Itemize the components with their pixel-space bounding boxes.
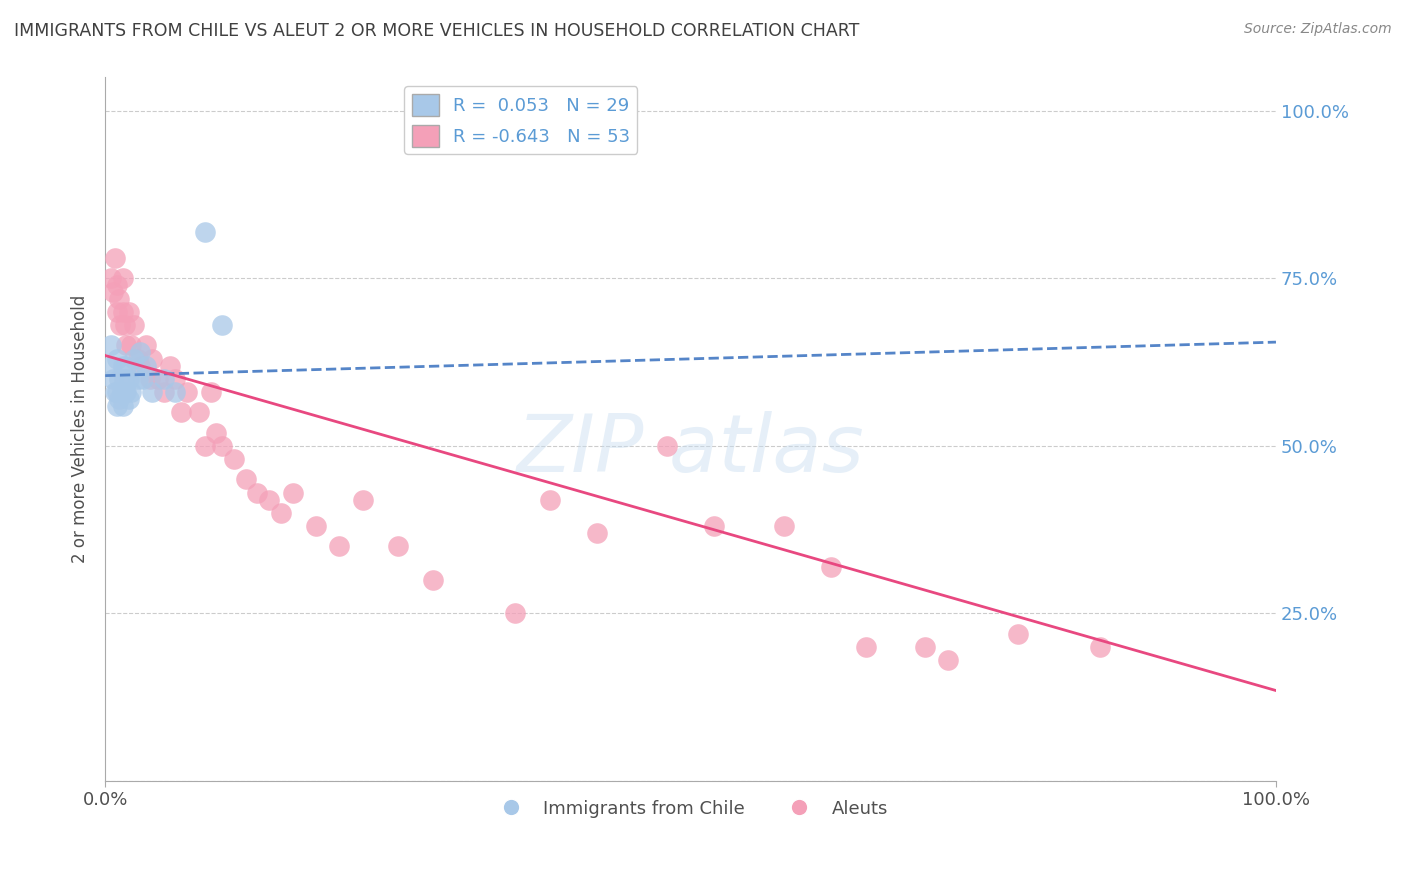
Point (120, 338, 142, 352)
Point (538, 492, 561, 507)
Point (146, 372, 169, 386)
Point (936, 653, 959, 667)
Point (100, 338, 122, 352)
Point (105, 351, 128, 366)
Point (103, 252, 125, 266)
Legend: Immigrants from Chile, Aleuts: Immigrants from Chile, Aleuts (485, 792, 896, 825)
Point (165, 372, 187, 386)
Point (108, 372, 131, 386)
Point (103, 285, 125, 299)
Point (773, 519, 796, 533)
Point (141, 385, 163, 400)
Point (100, 271, 122, 285)
Point (115, 338, 138, 352)
Text: ZIP atlas: ZIP atlas (517, 411, 865, 490)
Point (105, 305, 128, 319)
Point (111, 271, 134, 285)
Point (108, 292, 131, 306)
Point (127, 372, 149, 386)
Point (111, 359, 134, 373)
Point (187, 405, 209, 419)
Point (105, 399, 128, 413)
Point (205, 425, 228, 440)
Point (152, 385, 174, 400)
Point (129, 345, 152, 359)
Point (820, 559, 842, 574)
Y-axis label: 2 or more Vehicles in Household: 2 or more Vehicles in Household (72, 295, 89, 564)
Point (141, 351, 163, 366)
Point (657, 439, 679, 453)
Point (194, 225, 217, 239)
Point (108, 392, 131, 406)
Point (703, 519, 725, 533)
Point (127, 351, 149, 366)
Point (211, 439, 233, 453)
Point (270, 506, 292, 520)
Point (503, 607, 526, 621)
Point (103, 372, 125, 386)
Point (117, 392, 139, 406)
Point (222, 452, 245, 467)
Point (129, 359, 152, 373)
Point (124, 351, 146, 366)
Point (114, 385, 136, 400)
Point (387, 540, 409, 554)
Point (1007, 626, 1029, 640)
Point (105, 278, 128, 293)
Point (328, 540, 350, 554)
Point (124, 318, 146, 333)
Point (135, 359, 157, 373)
Point (111, 305, 134, 319)
Point (281, 486, 304, 500)
Text: Source: ZipAtlas.com: Source: ZipAtlas.com (1244, 22, 1392, 37)
Text: IMMIGRANTS FROM CHILE VS ALEUT 2 OR MORE VEHICLES IN HOUSEHOLD CORRELATION CHART: IMMIGRANTS FROM CHILE VS ALEUT 2 OR MORE… (14, 22, 859, 40)
Point (112, 372, 135, 386)
Point (1090, 640, 1112, 654)
Point (114, 318, 136, 333)
Point (120, 385, 142, 400)
Point (103, 385, 125, 400)
Point (117, 372, 139, 386)
Point (194, 439, 217, 453)
Point (115, 359, 138, 373)
Point (352, 492, 374, 507)
Point (110, 318, 132, 333)
Point (211, 318, 233, 333)
Point (110, 385, 132, 400)
Point (257, 492, 280, 507)
Point (152, 372, 174, 386)
Point (100, 359, 122, 373)
Point (855, 640, 877, 654)
Point (235, 473, 257, 487)
Point (200, 385, 222, 400)
Point (115, 385, 138, 400)
Point (176, 385, 198, 400)
Point (111, 399, 134, 413)
Point (165, 385, 187, 400)
Point (105, 385, 128, 400)
Point (422, 573, 444, 587)
Point (305, 519, 328, 533)
Point (159, 359, 181, 373)
Point (170, 405, 193, 419)
Point (135, 338, 157, 352)
Point (914, 640, 936, 654)
Point (131, 372, 153, 386)
Point (586, 526, 609, 541)
Point (246, 486, 269, 500)
Point (138, 372, 160, 386)
Point (117, 305, 139, 319)
